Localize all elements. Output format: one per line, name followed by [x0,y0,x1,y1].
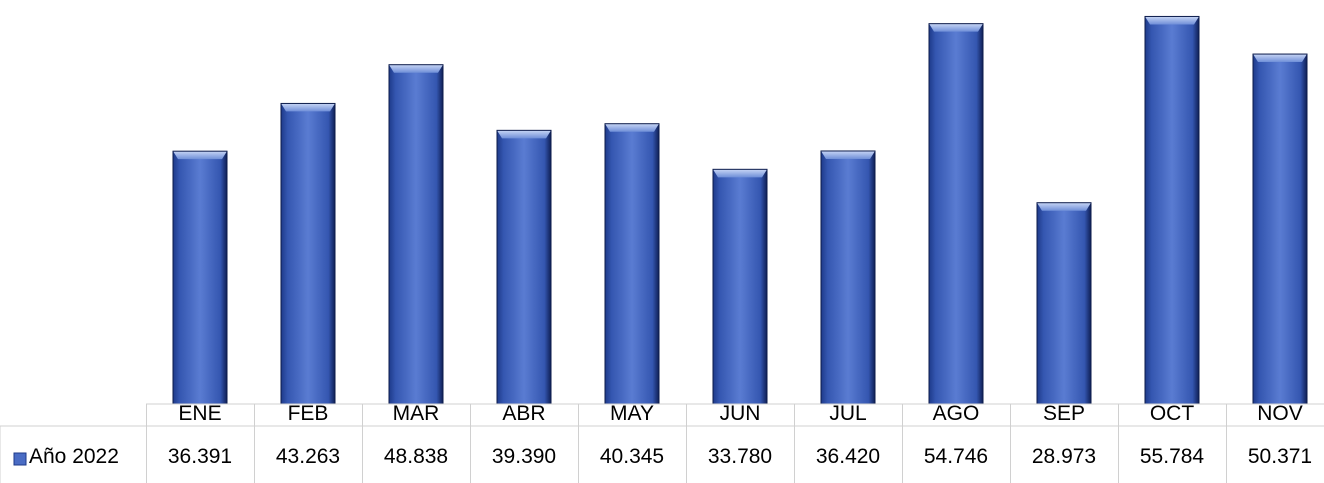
category-label-ago: AGO [933,402,980,425]
category-label-may: MAY [610,402,654,425]
value-label-mar: 48.838 [384,445,448,468]
bar-cap-oct [1145,16,1199,25]
bar-cap-nov [1253,54,1307,63]
category-label-nov: NOV [1257,402,1303,425]
bar-cap-feb [281,103,335,112]
bar-cap-ene [173,151,227,160]
bar-sep [1037,202,1091,404]
bar-cap-mar [389,64,443,73]
value-label-may: 40.345 [600,445,664,468]
bar-feb [281,103,335,404]
value-label-jun: 33.780 [708,445,772,468]
bar-cap-abr [497,130,551,139]
category-label-jul: JUL [829,402,866,425]
bar-cap-jul [821,150,875,159]
bar-may [605,123,659,404]
legend-label: Año 2022 [29,445,119,468]
bar-ago [929,23,983,405]
value-label-sep: 28.973 [1032,445,1096,468]
bar-cap-ago [929,23,983,32]
value-label-abr: 39.390 [492,445,556,468]
category-label-jun: JUN [720,402,761,425]
value-label-nov: 50.371 [1248,445,1312,468]
legend-swatch [13,452,27,466]
bar-cap-may [605,123,659,132]
bar-jul [821,150,875,404]
bar-ene [173,151,227,404]
value-label-feb: 43.263 [276,445,340,468]
data-table: ENE FEB MAR ABR MAY JUN JUL AGO SEP OCT NOV Año 202… [0,402,1324,483]
bar-mar [389,64,443,405]
value-label-ago: 54.746 [924,445,988,468]
category-label-abr: ABR [502,402,545,425]
bar-nov [1253,54,1307,404]
bar-abr [497,130,551,405]
value-label-oct: 55.784 [1140,445,1205,468]
category-label-ene: ENE [178,402,221,425]
category-label-sep: SEP [1043,402,1085,425]
bar-oct [1145,16,1199,405]
value-label-jul: 36.420 [816,445,880,468]
category-label-oct: OCT [1150,402,1195,425]
bar-jun [713,169,767,404]
value-label-ene: 36.391 [168,445,232,468]
bar-cap-sep [1037,202,1091,211]
category-label-feb: FEB [288,402,329,425]
bar-cap-jun [713,169,767,178]
bars-group [172,15,1308,405]
category-label-mar: MAR [393,402,440,425]
